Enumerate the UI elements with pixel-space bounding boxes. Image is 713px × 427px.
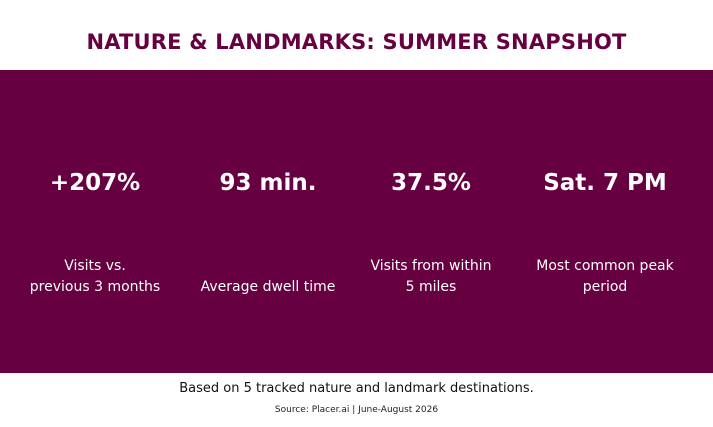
stat-label: Average dwell time [178, 256, 358, 298]
stat-label-line: 5 miles [405, 279, 457, 295]
stat-value: 93 min. [219, 170, 317, 196]
stats-band: +207% Visits vs. previous 3 months 93 min. A… [0, 70, 713, 373]
stat-value: +207% [49, 170, 141, 196]
stat-label-line: Average dwell time [200, 279, 336, 295]
stat-label-line: Most common peak [536, 258, 674, 274]
stat-value: Sat. 7 PM [543, 170, 667, 196]
footer-source: Source: Placer.ai | June-August 2026 [274, 405, 439, 415]
footer-note: Based on 5 tracked nature and landmark d… [179, 381, 534, 396]
stat-label-line: previous 3 months [29, 279, 161, 295]
stat-label: Visits from within 5 miles [341, 256, 521, 298]
stat-card: +207% Visits vs. previous 3 months [5, 70, 185, 373]
stat-label-line: Visits vs. [64, 258, 126, 274]
stat-label-line: period [582, 279, 628, 295]
stat-label-line: Visits from within [370, 258, 492, 274]
stat-card: 37.5% Visits from within 5 miles [341, 70, 521, 373]
stat-card: Sat. 7 PM Most common peak period [515, 70, 695, 373]
stat-card: 93 min. Average dwell time [178, 70, 358, 373]
stat-value: 37.5% [391, 170, 471, 196]
stat-label: Most common peak period [515, 256, 695, 298]
stat-label: Visits vs. previous 3 months [5, 256, 185, 298]
title: NATURE & LANDMARKS: SUMMER SNAPSHOT [86, 30, 627, 54]
